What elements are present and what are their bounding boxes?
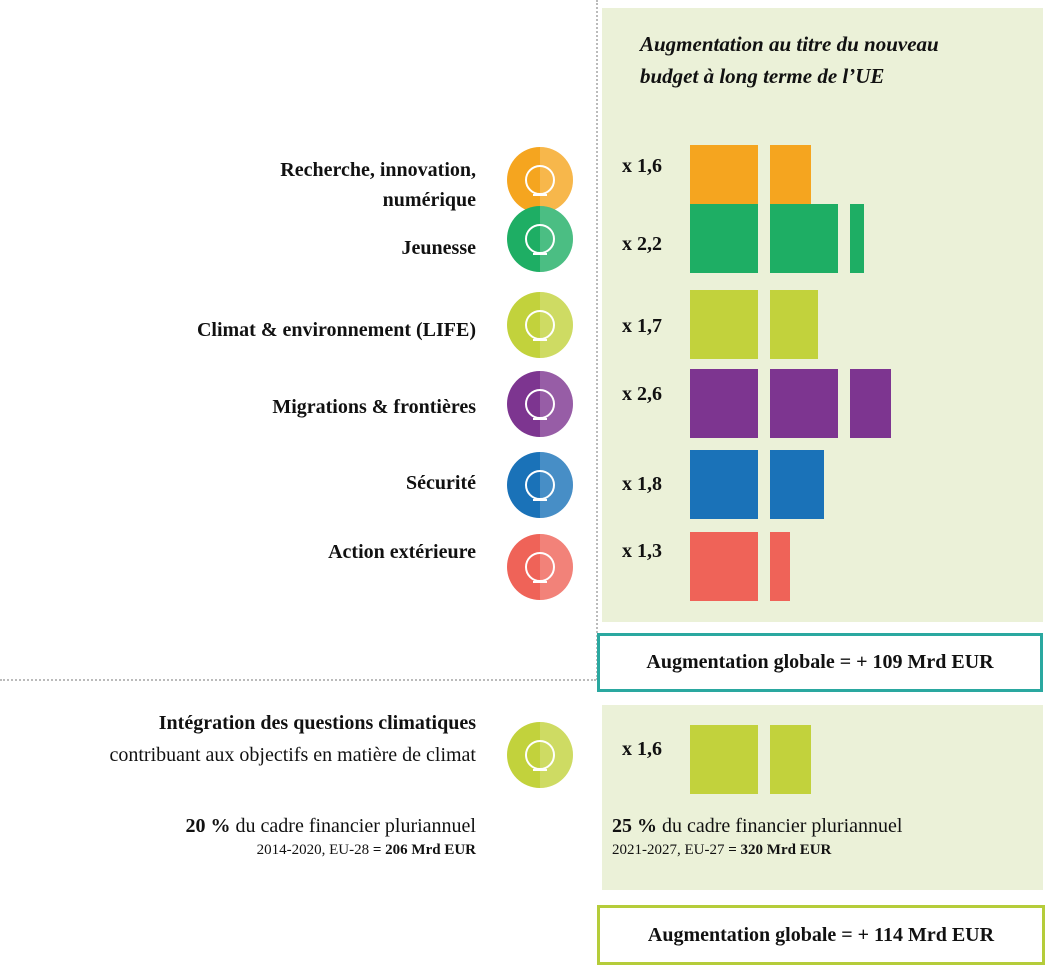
icon [507,452,573,518]
bar-segment [690,532,758,601]
divider [0,679,596,681]
icon [507,722,573,788]
divider [596,0,598,680]
text: du cadre financier pluriannuel [657,815,903,837]
total: Augmentation globale = + 114 Mrd EUR [597,905,1045,965]
bar [690,725,811,794]
bar [690,369,891,438]
bar-segment [770,145,811,214]
bar-segment [690,725,758,794]
category-label: Jeunesse [401,237,476,259]
bar [690,290,818,359]
category-label: Action extérieure [328,541,476,563]
bar-segment [770,290,818,359]
value-label: x 1,6 [622,155,662,177]
bar [690,204,864,273]
bar-segment [690,204,758,273]
value-label: x 1,7 [622,315,662,337]
bar [690,145,811,214]
bar-segment [690,450,758,519]
bar [690,532,791,601]
bar-segment [850,204,864,273]
value-label: x 2,6 [622,383,662,405]
category-label: Sécurité [406,472,476,494]
bar [690,450,825,519]
share: 20 % [185,815,231,837]
bar-segment [770,725,811,794]
value-label: x 1,6 [622,738,662,760]
category-label: Migrations & frontières [272,396,476,418]
icon [507,206,573,272]
label-bold: Intégration des questions climatiques [158,712,476,734]
value-label: x 2,2 [622,233,662,255]
panel [602,8,1043,622]
label-rest: contribuant aux objectifs en matière de … [109,744,476,766]
title: Augmentation au titre du nouveau budget … [640,32,939,88]
icon [507,147,573,213]
after-note: 25 % du cadre financier pluriannuel 2021-… [612,815,1042,859]
total: Augmentation globale = + 109 Mrd EUR [597,633,1043,692]
category-label: Climat & environnement (LIFE) [196,319,476,341]
value-label: x 1,8 [622,473,662,495]
bar-segment [770,369,838,438]
bar-segment [690,145,758,214]
panel [602,705,1043,890]
bar-segment [770,532,791,601]
period: 2021-2027, EU-27 [612,842,729,858]
share: 25 % [612,815,657,837]
bar-segment [690,369,758,438]
amount: = 206 Mrd EUR [372,842,476,858]
amount: = 320 Mrd EUR [728,842,832,858]
category-label: Recherche, innovation, numérique [280,159,476,211]
period: 2014-2020, EU-28 [256,842,373,858]
bar-segment [770,204,838,273]
icon [507,534,573,600]
icon [507,292,573,358]
bar-segment [690,290,758,359]
bar-segment [770,450,825,519]
text: du cadre financier pluriannuel [230,815,476,837]
icon [507,371,573,437]
climate-label: Intégration des questions climatiques con… [20,707,476,771]
bar-segment [850,369,891,438]
before-note: 20 % du cadre financier pluriannuel 2014-… [20,815,476,859]
value-label: x 1,3 [622,540,662,562]
